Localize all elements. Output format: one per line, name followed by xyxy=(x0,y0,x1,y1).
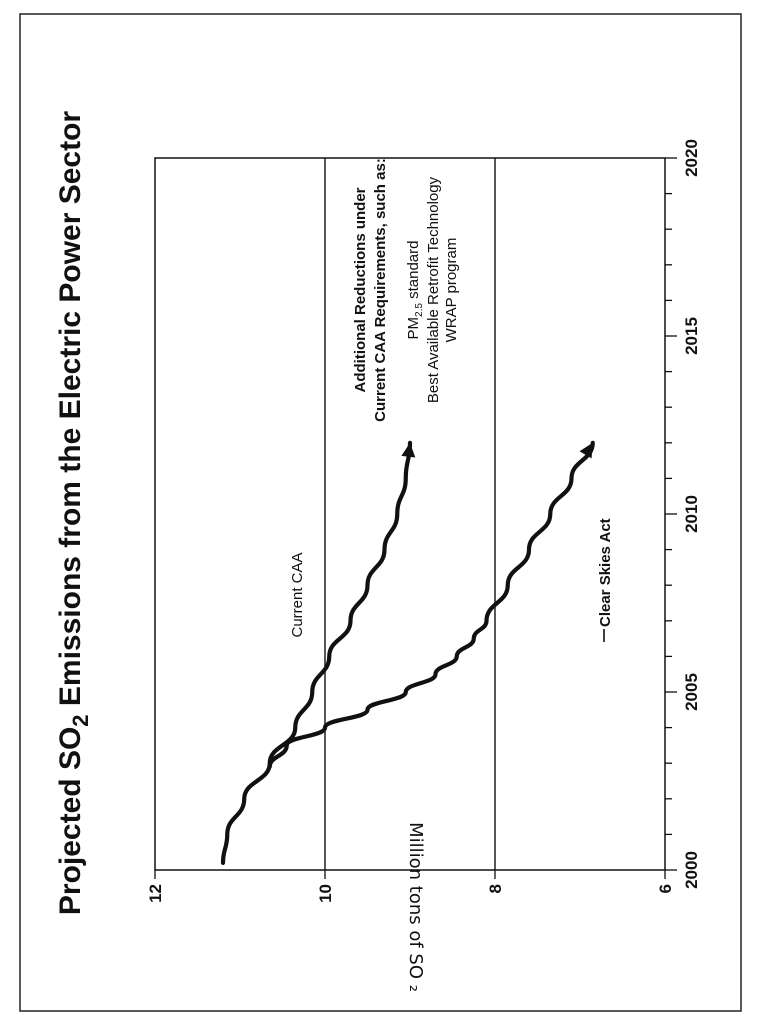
reference-lines xyxy=(324,158,496,870)
series-layer xyxy=(220,440,595,865)
x-tick-label: 2015 xyxy=(682,317,701,355)
y-tick-label: 8 xyxy=(486,884,505,893)
label-clear-skies: Clear Skies Act xyxy=(597,518,614,627)
pm-rest: standard xyxy=(405,241,422,304)
series-line-1 xyxy=(220,440,413,865)
note-bart: Best Available Retrofit Technology xyxy=(425,176,442,403)
y-axis-label: Million tons of SO ₂ xyxy=(405,822,426,992)
rotated-chart: Projected SO2 Emissions from the Electri… xyxy=(54,111,701,992)
series-arrowhead-1 xyxy=(401,442,416,458)
x-tick-label: 2020 xyxy=(682,139,701,177)
y-tick-label: 12 xyxy=(146,884,165,903)
y-tick-label: 10 xyxy=(316,884,335,903)
chart-title: Projected SO2 Emissions from the Electri… xyxy=(54,111,93,916)
label-current-caa: Current CAA xyxy=(289,552,306,637)
x-tick-label: 2010 xyxy=(682,495,701,533)
note-pm-standard: PM2.5 standard xyxy=(405,241,425,340)
x-axis: 2000 2005 2010 2015 2020 xyxy=(665,139,701,889)
note-line-2: Current CAA Requirements, such as: xyxy=(372,158,389,422)
title-part-1: Projected SO xyxy=(54,727,87,915)
series-line-2 xyxy=(267,440,595,769)
x-tick-label: 2000 xyxy=(682,851,701,889)
y-axis: 6 8 10 12 xyxy=(146,870,675,903)
page-border xyxy=(19,13,742,1012)
additional-reductions-note: Additional Reductions under Current CAA … xyxy=(352,158,460,422)
x-tick-label: 2005 xyxy=(682,673,701,711)
note-wrap: WRAP program xyxy=(443,238,460,343)
note-line-1: Additional Reductions under xyxy=(352,187,369,392)
clear-skies-label: Clear Skies Act xyxy=(597,518,614,642)
series-arrowhead-2 xyxy=(579,442,593,459)
title-part-2: Emissions from the Electric Power Sector xyxy=(54,111,87,715)
pm-sub: 2.5 xyxy=(414,303,425,317)
y-tick-label: 6 xyxy=(656,884,675,893)
title-subscript: 2 xyxy=(68,714,93,726)
pm-main: PM xyxy=(405,317,422,340)
